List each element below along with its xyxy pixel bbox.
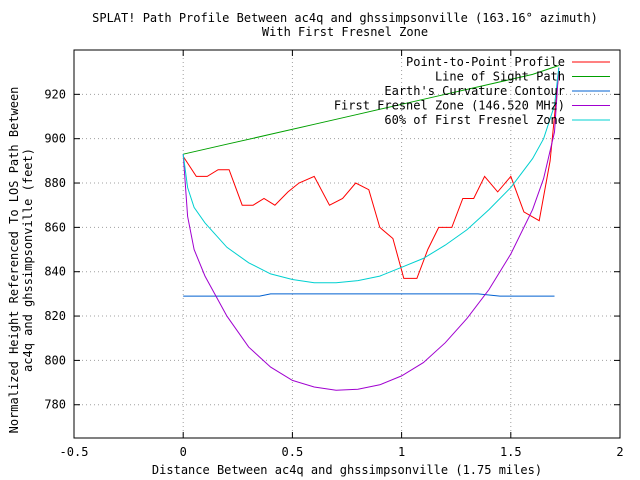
y-axis-label-line2: ac4q and ghssimpsonville (feet) xyxy=(21,148,35,372)
x-tick-label: 0 xyxy=(180,445,187,459)
y-tick-label: 820 xyxy=(44,309,66,323)
x-axis-label: Distance Between ac4q and ghssimpsonvill… xyxy=(152,463,542,477)
chart-title: SPLAT! Path Profile Between ac4q and ghs… xyxy=(92,11,598,25)
y-tick-label: 880 xyxy=(44,176,66,190)
series-line-3 xyxy=(183,293,555,297)
x-tick-label: 2 xyxy=(616,445,623,459)
series-line-4 xyxy=(182,67,560,391)
y-tick-label: 860 xyxy=(44,220,66,234)
x-tick-label: 1.5 xyxy=(500,445,522,459)
series-lines xyxy=(182,65,560,391)
legend-label: Earth's Curvature Contour xyxy=(384,84,565,98)
chart-subtitle: With First Fresnel Zone xyxy=(262,25,428,39)
x-tick-label: -0.5 xyxy=(60,445,89,459)
x-tick-label: 0.5 xyxy=(282,445,304,459)
legend-label: Line of Sight Path xyxy=(435,70,565,84)
y-tick-label: 840 xyxy=(44,265,66,279)
grid-lines xyxy=(74,50,620,438)
legend-label: 60% of First Fresnel Zone xyxy=(384,113,565,127)
series-line-1 xyxy=(182,72,560,279)
y-tick-label: 780 xyxy=(44,398,66,412)
y-ticks: 780 800 820 840 860 880 900 920 xyxy=(44,87,620,412)
series-line-5 xyxy=(182,67,560,284)
legend-label: Point-to-Point Profile xyxy=(406,55,565,69)
legend-label: First Fresnel Zone (146.520 MHz) xyxy=(334,99,565,113)
y-tick-label: 800 xyxy=(44,353,66,367)
x-tick-label: 1 xyxy=(398,445,405,459)
y-tick-label: 920 xyxy=(44,87,66,101)
plot-border xyxy=(73,49,621,439)
series-line-2 xyxy=(183,65,559,155)
x-ticks: -0.5 0 0.5 1 1.5 2 xyxy=(60,50,624,459)
y-tick-label: 900 xyxy=(44,132,66,146)
y-axis-label: Normalized Height Referenced To LOS Path… xyxy=(7,87,21,434)
